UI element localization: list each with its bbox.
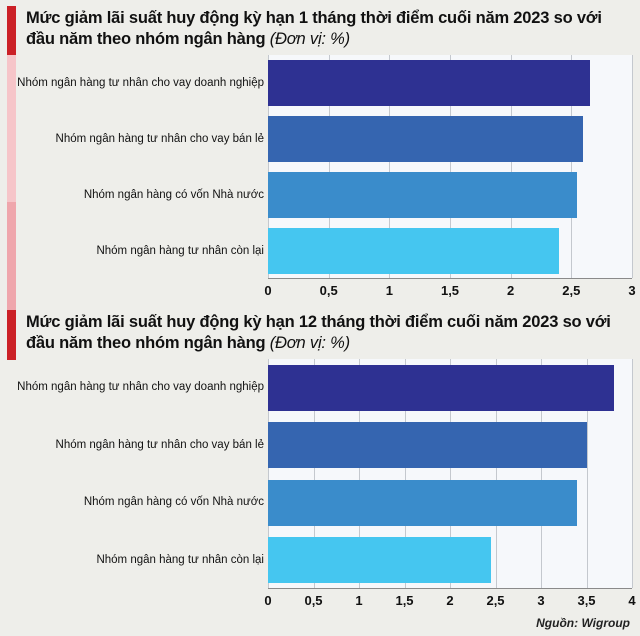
- bar-track: [268, 537, 632, 584]
- x-axis: 0 0,5 1 1,5 2 2,5 3: [264, 279, 636, 301]
- category-label: Nhóm ngân hàng tư nhân cho vay doanh ngh…: [17, 76, 264, 89]
- gridline: [495, 359, 497, 588]
- x-tick-label: 3: [628, 283, 636, 298]
- bar-row: Nhóm ngân hàng có vốn Nhà nước: [0, 474, 632, 532]
- x-tick-label: 2,5: [486, 593, 505, 608]
- chart-section-12-month: Mức giảm lãi suất huy động kỳ hạn 12 thá…: [0, 310, 640, 611]
- category-label: Nhóm ngân hàng tư nhân còn lại: [96, 553, 264, 566]
- gridline: [404, 359, 406, 588]
- category-label: Nhóm ngân hàng tư nhân cho vay bán lẻ: [55, 132, 264, 145]
- category-label: Nhóm ngân hàng tư nhân cho vay bán lẻ: [55, 438, 264, 451]
- chart-header: Mức giảm lãi suất huy động kỳ hạn 12 thá…: [0, 310, 640, 354]
- bar-track: [268, 364, 632, 411]
- x-tick-label: 0: [264, 283, 272, 298]
- gridline: [510, 55, 512, 278]
- bar-track: [268, 422, 632, 469]
- bar: [268, 364, 614, 411]
- gridline: [450, 55, 451, 278]
- x-tick-label: 2: [446, 593, 454, 608]
- gridline: [389, 55, 391, 278]
- x-tick-label: 2,5: [562, 283, 581, 298]
- gridline: [328, 55, 330, 278]
- gridline: [586, 359, 588, 588]
- category-label: Nhóm ngân hàng có vốn Nhà nước: [83, 188, 264, 201]
- rows: Nhóm ngân hàng tư nhân cho vay doanh ngh…: [0, 359, 632, 589]
- gridline: [571, 55, 573, 278]
- bar: [268, 172, 578, 218]
- gridline: [359, 359, 360, 588]
- chart-title: Mức giảm lãi suất huy động kỳ hạn 12 thá…: [26, 312, 640, 354]
- bar-row: Nhóm ngân hàng có vốn Nhà nước: [0, 167, 632, 223]
- rows: Nhóm ngân hàng tư nhân cho vay doanh ngh…: [0, 55, 632, 279]
- source-credit: Nguồn: Wigroup: [536, 616, 630, 630]
- bar-chart-1-month: Nhóm ngân hàng tư nhân cho vay doanh ngh…: [0, 55, 640, 301]
- chart-title-text: Mức giảm lãi suất huy động kỳ hạn 1 thán…: [26, 9, 602, 48]
- gridline: [268, 55, 269, 278]
- bar: [268, 422, 587, 469]
- x-tick-label: 1,5: [395, 593, 414, 608]
- category-label: Nhóm ngân hàng tư nhân còn lại: [96, 244, 264, 257]
- bar-track: [268, 116, 632, 162]
- left-accent-strip-pink-dark: [7, 202, 16, 314]
- gridline: [268, 359, 269, 588]
- chart-section-1-month: Mức giảm lãi suất huy động kỳ hạn 1 thán…: [0, 6, 640, 301]
- chart-unit-label: (Đơn vị: %): [269, 334, 350, 352]
- x-axis: 0 0,5 1 1,5 2 2,5 3 3,5 4: [264, 589, 636, 611]
- bar-row: Nhóm ngân hàng tư nhân cho vay doanh ngh…: [0, 55, 632, 111]
- title-accent-bar: [7, 310, 16, 354]
- bar-row: Nhóm ngân hàng tư nhân cho vay bán lẻ: [0, 417, 632, 475]
- x-tick-label: 1,5: [440, 283, 460, 298]
- chart-header: Mức giảm lãi suất huy động kỳ hạn 1 thán…: [0, 6, 640, 50]
- x-tick-label: 3: [537, 593, 545, 608]
- x-tick-label: 2: [507, 283, 515, 298]
- bar-track: [268, 479, 632, 526]
- bar: [268, 228, 560, 274]
- bar: [268, 537, 491, 584]
- x-tick-label: 4: [628, 593, 636, 608]
- bar: [268, 479, 578, 526]
- x-tick-label: 1: [385, 283, 393, 298]
- gridline: [450, 359, 451, 588]
- title-accent-bar: [7, 6, 16, 50]
- left-accent-strip-pink-light: [7, 55, 16, 202]
- chart-title-text: Mức giảm lãi suất huy động kỳ hạn 12 thá…: [26, 313, 611, 352]
- category-label: Nhóm ngân hàng có vốn Nhà nước: [83, 496, 264, 509]
- gridline: [541, 359, 542, 588]
- x-tick-label: 0,5: [319, 283, 338, 298]
- gridline: [313, 359, 315, 588]
- bar-row: Nhóm ngân hàng tư nhân còn lại: [0, 532, 632, 590]
- bar-row: Nhóm ngân hàng tư nhân còn lại: [0, 223, 632, 279]
- bar-track: [268, 60, 632, 106]
- chart-unit-label: (Đơn vị: %): [269, 30, 350, 48]
- x-tick-label: 0,5: [304, 593, 323, 608]
- gridline: [632, 359, 633, 588]
- chart-title: Mức giảm lãi suất huy động kỳ hạn 1 thán…: [26, 8, 640, 50]
- x-tick-label: 1: [355, 593, 363, 608]
- bar: [268, 60, 590, 106]
- bar-chart-12-month: Nhóm ngân hàng tư nhân cho vay doanh ngh…: [0, 359, 640, 611]
- bar-row: Nhóm ngân hàng tư nhân cho vay doanh ngh…: [0, 359, 632, 417]
- gridline: [632, 55, 633, 278]
- bar: [268, 116, 584, 162]
- bar-track: [268, 172, 632, 218]
- category-label: Nhóm ngân hàng tư nhân cho vay doanh ngh…: [17, 381, 264, 394]
- x-tick-label: 0: [264, 593, 272, 608]
- bar-row: Nhóm ngân hàng tư nhân cho vay bán lẻ: [0, 111, 632, 167]
- bar-track: [268, 228, 632, 274]
- x-tick-label: 3,5: [577, 593, 596, 608]
